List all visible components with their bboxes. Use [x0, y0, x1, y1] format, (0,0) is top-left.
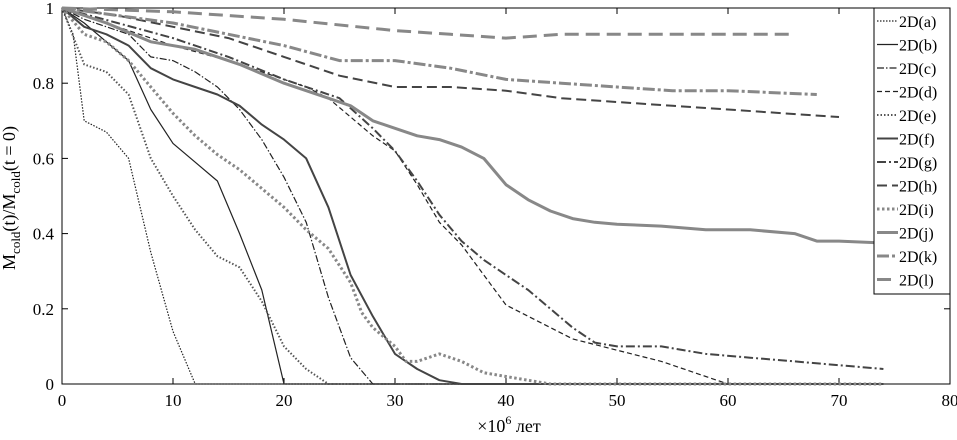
x-tick-label: 20: [276, 391, 293, 410]
legend-label: 2D(j): [899, 226, 934, 243]
series-line-2D(d): [61, 7, 884, 385]
series-line-2D(e): [61, 7, 884, 385]
legend-label: 2D(h): [899, 179, 937, 196]
y-axis-label: Mcold(t)/Mcold(t = 0): [0, 126, 23, 270]
series-line-2D(c): [61, 7, 884, 385]
legend-label: 2D(e): [899, 108, 936, 125]
x-tick-label: 0: [58, 391, 67, 410]
x-tick-label: 80: [942, 391, 957, 410]
legend-label: 2D(l): [899, 273, 934, 290]
y-tick-label: 0.6: [33, 149, 54, 168]
series-line-2D(a): [61, 7, 884, 385]
legend-label: 2D(b): [899, 38, 937, 55]
x-tick-label: 30: [387, 391, 404, 410]
legend-label: 2D(k): [899, 249, 937, 266]
x-axis-label: ×106 лет: [477, 413, 541, 436]
legend-box: [873, 7, 951, 295]
series-line-2D(b): [61, 7, 884, 385]
legend-label: 2D(a): [899, 14, 936, 31]
series-line-2D(i): [60, 7, 884, 386]
legend-label: 2D(i): [899, 202, 934, 219]
y-tick-label: 0.8: [33, 74, 54, 93]
legend-label: 2D(f): [899, 132, 935, 149]
series-line-2D(j): [61, 6, 884, 245]
legend-label: 2D(d): [899, 85, 937, 102]
x-tick-label: 40: [498, 391, 515, 410]
series-line-2D(k): [61, 6, 817, 96]
series-line-2D(l): [61, 6, 795, 40]
plot-frame: [61, 7, 951, 385]
x-tick-label: 50: [609, 391, 626, 410]
series-line-2D(g): [61, 7, 884, 370]
y-tick-label: 1: [46, 0, 55, 18]
x-tick-label: 70: [831, 391, 848, 410]
legend-label: 2D(c): [899, 61, 936, 78]
y-tick-label: 0.4: [33, 225, 55, 244]
series-line-2D(h): [61, 7, 840, 118]
series-line-2D(f): [61, 7, 884, 385]
legend-label: 2D(g): [899, 155, 937, 172]
x-axis-label-text: ×106 лет: [477, 413, 541, 436]
legend: 2D(a) 2D(b) 2D(c) 2D(d) 2D(e) 2D(f) 2D(g) 2D(h)…: [873, 7, 951, 295]
x-tick-label: 60: [720, 391, 737, 410]
axes: 0 10 20 30 40 50 60 70 80 0 0.2 0.4 0.6 0.8 1: [33, 0, 957, 410]
x-tick-label: 10: [165, 391, 182, 410]
series-layer: [60, 6, 884, 386]
y-tick-label: 0.2: [33, 300, 54, 319]
y-axis-label-text: Mcold(t)/Mcold(t = 0): [0, 126, 23, 270]
y-tick-label: 0: [46, 375, 55, 394]
